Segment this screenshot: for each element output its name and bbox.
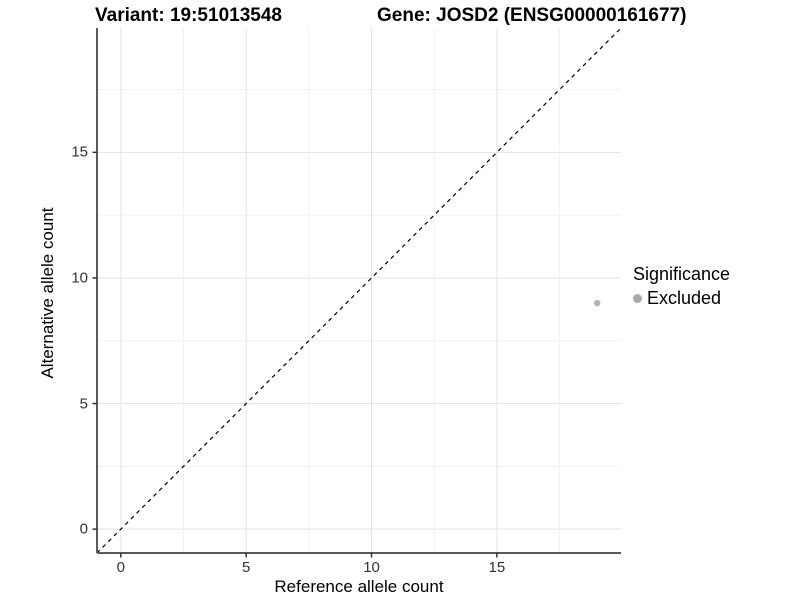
gene-title: Gene: JOSD2 (ENSG00000161677)	[377, 5, 687, 26]
legend-item-label: Excluded	[647, 288, 722, 308]
identity-dashed-line	[96, 27, 622, 554]
x-tick-label: 0	[116, 559, 125, 576]
x-tick-label: 15	[488, 559, 506, 576]
x-tick-label: 10	[363, 559, 380, 576]
legend-title: Significance	[633, 264, 731, 284]
data-point	[593, 299, 601, 307]
x-tick-label: 5	[242, 559, 251, 576]
legend-item-excluded: Excluded	[633, 288, 730, 309]
y-tick-label: 10	[71, 269, 88, 287]
x-axis-title: Reference allele count	[274, 577, 444, 596]
y-tick-label: 0	[79, 520, 88, 538]
variant-title: Variant: 19:51013548	[95, 5, 282, 26]
legend-key-dot-icon	[633, 294, 642, 303]
y-tick-label: 5	[79, 395, 88, 413]
y-tick-label: 15	[71, 143, 88, 161]
y-axis-title: Alternative allele count	[38, 207, 57, 379]
legend: Significance Excluded	[633, 264, 730, 309]
